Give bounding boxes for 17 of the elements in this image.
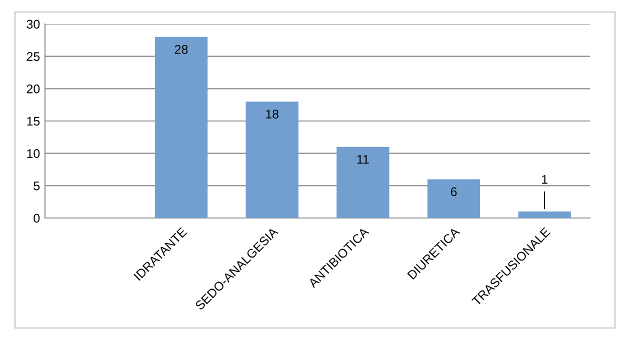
data-label: 6 (450, 187, 457, 196)
y-tick-label: 10 (27, 149, 40, 158)
y-tick-label: 5 (34, 182, 40, 190)
y-tick-label: 20 (26, 84, 40, 94)
bar (518, 212, 571, 218)
y-tick-label: 30 (26, 20, 40, 29)
bar (336, 146, 390, 218)
data-label: 18 (266, 110, 278, 119)
y-tick-label: 25 (26, 52, 40, 61)
data-label: 1 (542, 175, 548, 184)
y-tick-label: 0 (34, 214, 40, 223)
y-tick-label: 15 (27, 116, 40, 126)
bar (246, 102, 298, 218)
data-label: 28 (174, 45, 188, 54)
bar (427, 179, 480, 218)
data-label: 11 (357, 155, 369, 164)
bar (154, 36, 208, 218)
